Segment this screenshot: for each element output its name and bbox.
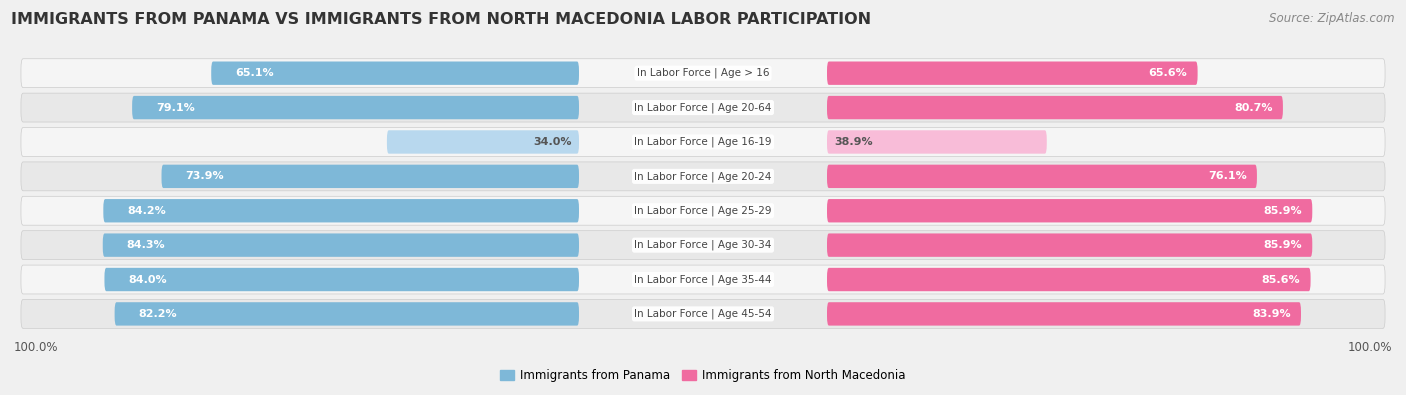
Text: In Labor Force | Age > 16: In Labor Force | Age > 16 [637,68,769,79]
Text: 100.0%: 100.0% [14,341,59,354]
FancyBboxPatch shape [387,130,579,154]
Text: 73.9%: 73.9% [186,171,224,181]
FancyBboxPatch shape [827,233,1312,257]
Text: 83.9%: 83.9% [1251,309,1291,319]
FancyBboxPatch shape [21,265,1385,294]
Text: In Labor Force | Age 25-29: In Labor Force | Age 25-29 [634,205,772,216]
Text: 65.1%: 65.1% [235,68,274,78]
FancyBboxPatch shape [827,62,1198,85]
FancyBboxPatch shape [115,302,579,325]
FancyBboxPatch shape [103,233,579,257]
FancyBboxPatch shape [21,128,1385,156]
FancyBboxPatch shape [827,130,1047,154]
Text: 100.0%: 100.0% [1347,341,1392,354]
FancyBboxPatch shape [827,302,1301,325]
Text: 34.0%: 34.0% [534,137,572,147]
Text: 84.2%: 84.2% [128,206,166,216]
Legend: Immigrants from Panama, Immigrants from North Macedonia: Immigrants from Panama, Immigrants from … [495,364,911,386]
FancyBboxPatch shape [103,199,579,222]
Text: 65.6%: 65.6% [1149,68,1187,78]
FancyBboxPatch shape [21,162,1385,191]
Text: In Labor Force | Age 20-24: In Labor Force | Age 20-24 [634,171,772,182]
Text: 38.9%: 38.9% [834,137,873,147]
Text: In Labor Force | Age 45-54: In Labor Force | Age 45-54 [634,308,772,319]
Text: In Labor Force | Age 16-19: In Labor Force | Age 16-19 [634,137,772,147]
FancyBboxPatch shape [21,299,1385,328]
Text: 79.1%: 79.1% [156,103,195,113]
Text: 85.9%: 85.9% [1264,240,1302,250]
Text: 84.0%: 84.0% [128,275,167,284]
Text: 76.1%: 76.1% [1208,171,1247,181]
Text: 85.9%: 85.9% [1264,206,1302,216]
Text: Source: ZipAtlas.com: Source: ZipAtlas.com [1270,12,1395,25]
FancyBboxPatch shape [827,96,1282,119]
FancyBboxPatch shape [21,196,1385,225]
FancyBboxPatch shape [104,268,579,291]
FancyBboxPatch shape [21,93,1385,122]
FancyBboxPatch shape [827,268,1310,291]
FancyBboxPatch shape [162,165,579,188]
Text: 82.2%: 82.2% [139,309,177,319]
FancyBboxPatch shape [21,59,1385,88]
FancyBboxPatch shape [21,231,1385,260]
Text: 85.6%: 85.6% [1261,275,1301,284]
FancyBboxPatch shape [132,96,579,119]
Text: In Labor Force | Age 35-44: In Labor Force | Age 35-44 [634,274,772,285]
Text: IMMIGRANTS FROM PANAMA VS IMMIGRANTS FROM NORTH MACEDONIA LABOR PARTICIPATION: IMMIGRANTS FROM PANAMA VS IMMIGRANTS FRO… [11,12,872,27]
FancyBboxPatch shape [827,165,1257,188]
FancyBboxPatch shape [211,62,579,85]
Text: In Labor Force | Age 20-64: In Labor Force | Age 20-64 [634,102,772,113]
Text: 84.3%: 84.3% [127,240,166,250]
FancyBboxPatch shape [827,199,1312,222]
Text: 80.7%: 80.7% [1234,103,1272,113]
Text: In Labor Force | Age 30-34: In Labor Force | Age 30-34 [634,240,772,250]
